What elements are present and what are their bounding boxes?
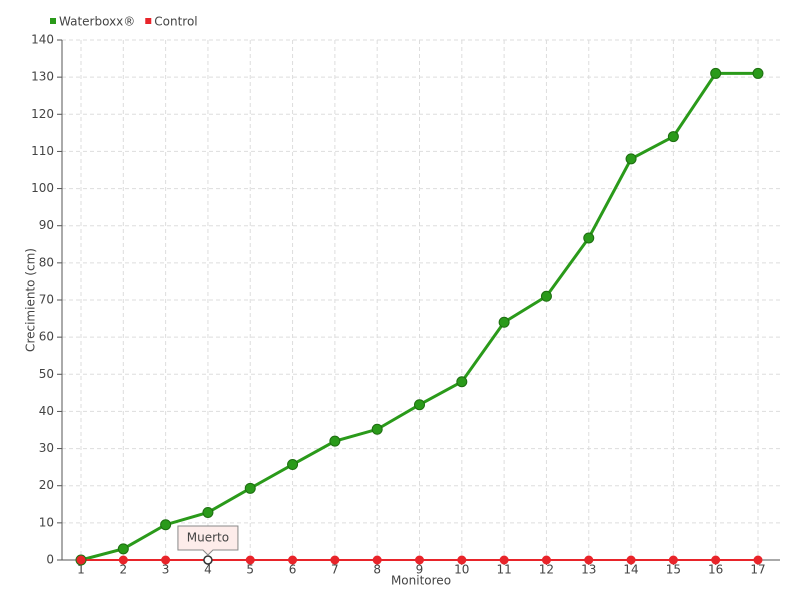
y-tick-label: 40 [39,404,54,418]
data-point [711,555,721,565]
x-tick-label: 15 [666,563,681,577]
data-point [202,506,214,518]
tooltip-text: Muerto [187,531,229,545]
y-tick-label: 50 [39,367,54,381]
data-point [668,555,678,565]
data-point [372,555,382,565]
data-point [76,555,86,565]
data-point [329,435,341,447]
x-tick-label: 7 [331,563,339,577]
data-point [583,232,595,244]
x-tick-label: 3 [162,563,170,577]
x-axis-label: Monitoreo [391,574,451,588]
data-point [330,555,340,565]
x-tick-label: 11 [496,563,511,577]
x-tick-label: 2 [119,563,127,577]
data-point [753,555,763,565]
x-tick-label: 1 [77,563,85,577]
tooltip: Muerto [177,525,239,556]
y-tick-label: 90 [39,218,54,232]
data-point [161,555,171,565]
data-point [710,67,722,79]
x-tick-label: 13 [581,563,596,577]
data-point [117,543,129,555]
y-tick-label: 0 [46,553,54,567]
data-point [414,399,425,411]
data-point [625,153,637,165]
x-tick-label: 16 [708,563,723,577]
y-tick-label: 110 [31,144,54,158]
y-tick-label: 100 [31,181,54,195]
x-tick-label: 12 [539,563,554,577]
data-point [667,131,679,143]
y-tick-label: 60 [39,330,54,344]
y-axis-label: Crecimiento (cm) [24,248,38,352]
data-point [203,555,213,565]
data-point [160,519,172,531]
data-point [415,555,424,565]
data-point [287,459,299,471]
y-tick-label: 130 [31,70,54,84]
tooltip-box [177,525,239,556]
data-point [541,555,551,565]
x-tick-label: 6 [289,563,297,577]
data-point [371,423,383,435]
legend-swatch [50,18,56,24]
x-tick-label: 4 [204,563,212,577]
x-tick-label: 10 [454,563,469,577]
y-tick-label: 70 [39,293,54,307]
y-tick-label: 120 [31,107,54,121]
data-point [499,555,509,565]
data-point [118,555,128,565]
data-point [752,67,764,79]
data-point [244,482,256,494]
x-tick-label: 17 [750,563,765,577]
y-tick-label: 30 [39,441,54,455]
y-tick-label: 80 [39,255,54,269]
legend-label: Waterboxx® [59,15,135,29]
data-point [584,555,594,565]
y-tick-label: 20 [39,478,54,492]
y-tick-label: 10 [39,515,54,529]
legend-swatch [145,18,152,24]
x-tick-label: 8 [373,563,381,577]
legend-label: Control [154,15,197,29]
x-tick-label: 9 [416,563,424,577]
data-point [540,290,552,302]
data-point [456,376,468,388]
y-tick-label: 140 [31,33,54,47]
data-point [626,555,636,565]
x-tick-label: 14 [623,563,638,577]
data-point [498,316,510,328]
data-point [245,555,255,565]
data-point [457,555,467,565]
x-tick-label: 5 [246,563,254,577]
data-point [288,555,298,565]
